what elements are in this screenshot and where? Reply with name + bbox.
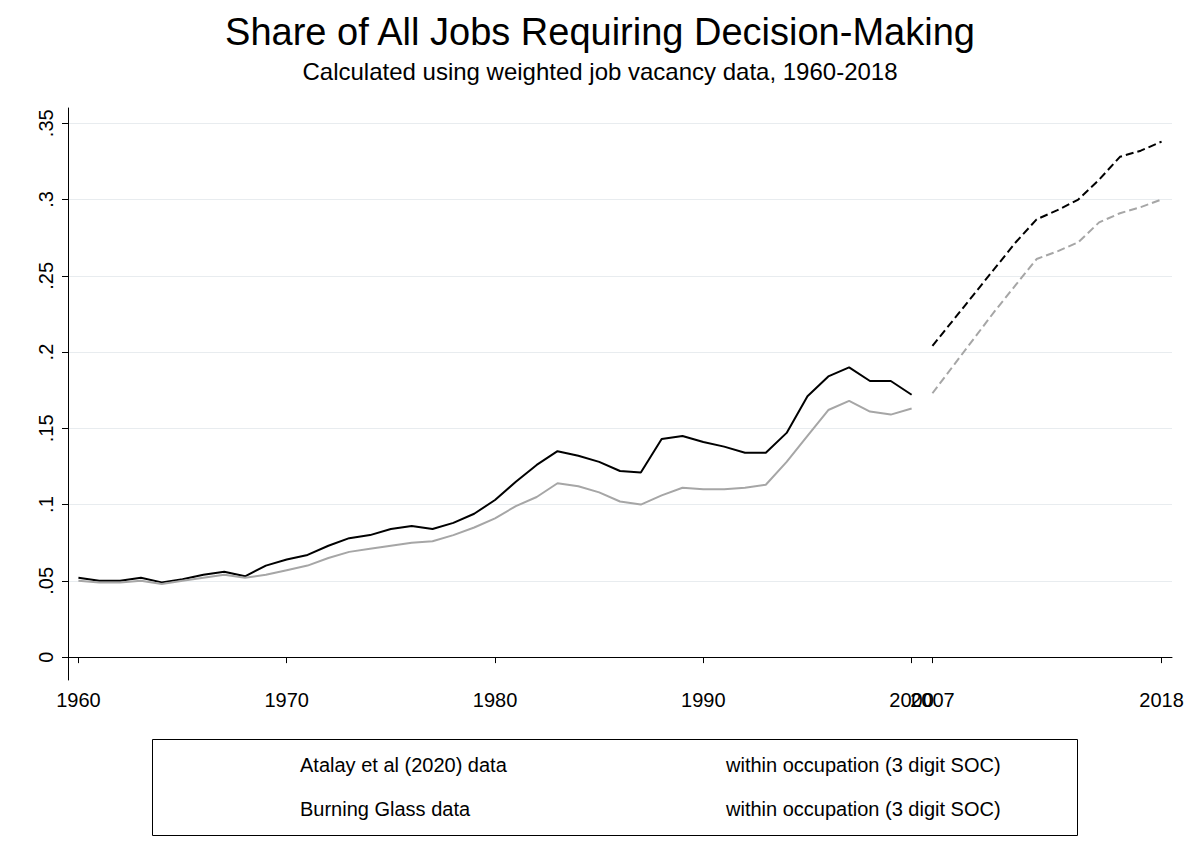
svg-text:Share of All Jobs Requiring De: Share of All Jobs Requiring Decision-Mak… (225, 11, 975, 53)
svg-text:.3: .3 (35, 191, 57, 208)
svg-text:0: 0 (35, 652, 57, 663)
svg-text:2018: 2018 (1139, 689, 1184, 711)
svg-text:.25: .25 (35, 262, 57, 290)
svg-text:2007: 2007 (910, 689, 955, 711)
svg-text:1990: 1990 (681, 689, 726, 711)
svg-text:within occupation (3 digit SOC: within occupation (3 digit SOC) (725, 754, 1001, 776)
svg-text:1980: 1980 (473, 689, 518, 711)
svg-text:within occupation (3 digit SOC: within occupation (3 digit SOC) (725, 798, 1001, 820)
svg-text:.35: .35 (35, 109, 57, 137)
svg-text:1960: 1960 (56, 689, 101, 711)
svg-text:.05: .05 (35, 567, 57, 595)
svg-text:1970: 1970 (264, 689, 309, 711)
svg-text:.15: .15 (35, 414, 57, 442)
svg-text:Atalay et al (2020) data: Atalay et al (2020) data (300, 754, 508, 776)
svg-text:.1: .1 (35, 496, 57, 513)
svg-text:Burning Glass data: Burning Glass data (300, 798, 471, 820)
svg-text:.2: .2 (35, 344, 57, 361)
svg-text:Calculated using weighted job: Calculated using weighted job vacancy da… (302, 58, 897, 85)
